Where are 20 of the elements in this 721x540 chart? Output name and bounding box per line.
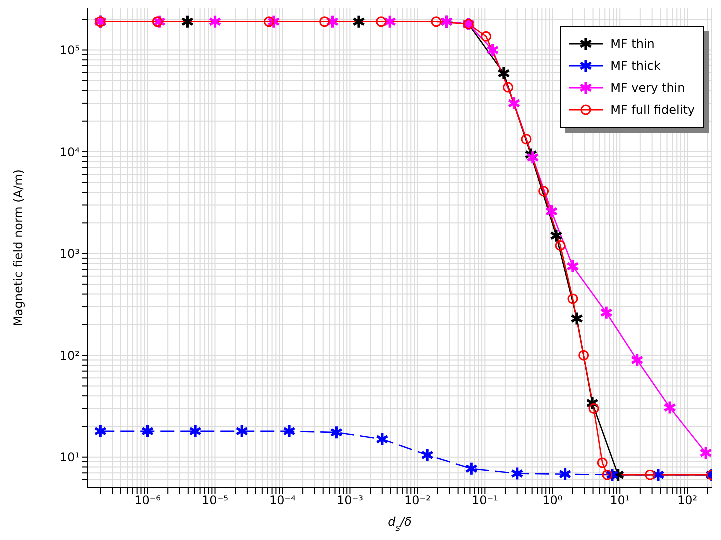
x-tick-label: 10⁻³ xyxy=(337,494,364,508)
legend-label: MF full fidelity xyxy=(610,103,695,117)
y-tick-label: 10² xyxy=(60,348,80,363)
x-tick-label: 10⁰ xyxy=(542,494,563,508)
y-tick-label: 10⁵ xyxy=(60,43,80,58)
x-tick-label: 10⁻² xyxy=(404,494,432,508)
legend-label: MF very thin xyxy=(610,81,686,95)
y-axis-title: Magnetic field norm (A/m) xyxy=(11,170,26,326)
x-tick-label: 10⁻¹ xyxy=(472,494,499,508)
x-tick-label: 10⁻⁶ xyxy=(134,494,162,508)
x-tick-label: 10⁻⁴ xyxy=(270,494,296,508)
legend-label: MF thin xyxy=(610,37,655,51)
x-tick-label: 10¹ xyxy=(610,494,630,508)
y-tick-label: 10⁴ xyxy=(60,145,80,160)
y-tick-label: 10¹ xyxy=(60,450,80,465)
x-axis-title: d$_{s}$/δ xyxy=(388,515,412,534)
y-tick-label: 10³ xyxy=(60,247,80,262)
x-tick-label: 10⁻⁵ xyxy=(202,494,229,508)
x-tick-label: 10² xyxy=(678,494,698,508)
legend-label: MF thick xyxy=(610,59,661,73)
